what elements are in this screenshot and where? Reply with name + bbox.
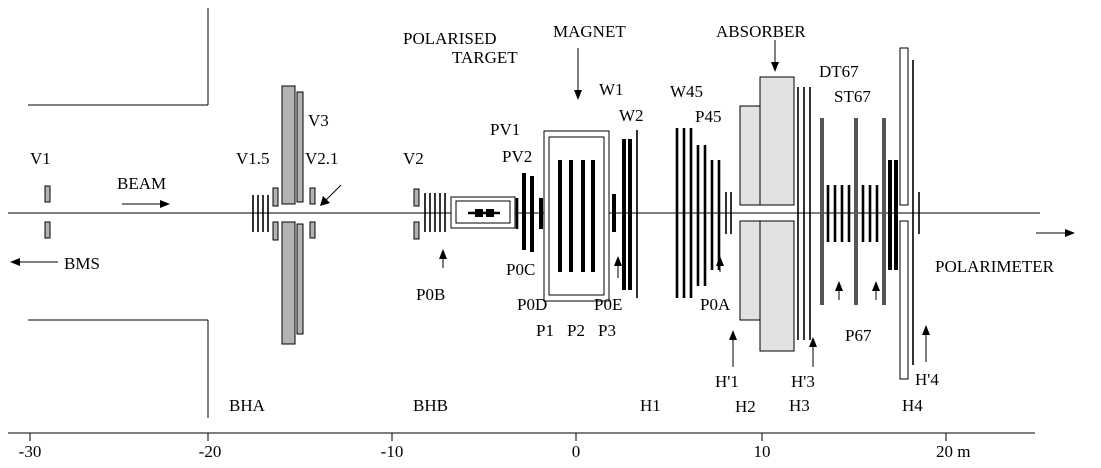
- axis-tick-label: -10: [381, 442, 404, 461]
- label-h1: H1: [640, 396, 661, 415]
- v3-plate-bottom: [296, 223, 304, 335]
- label-magnet: MAGNET: [553, 22, 626, 41]
- v3-iron-top: [281, 85, 296, 205]
- label-st67: ST67: [834, 87, 871, 106]
- label-v3: V3: [308, 111, 329, 130]
- scale-axis: -30 -20 -10 0 10 20 m: [8, 432, 1035, 461]
- magnet: [543, 130, 610, 302]
- label-bms: BMS: [64, 254, 100, 273]
- v3-plate-top: [296, 91, 304, 203]
- label-v2: V2: [403, 149, 424, 168]
- h3-hodoscopes: [797, 87, 811, 340]
- v21-counter-bottom: [309, 221, 316, 239]
- v1-counter-top: [44, 185, 51, 203]
- label-p0c: P0C: [506, 260, 535, 279]
- label-v1: V1: [30, 149, 51, 168]
- label-h4: H4: [902, 396, 923, 415]
- label-beam: BEAM: [117, 174, 166, 193]
- label-p0e: P0E: [594, 295, 622, 314]
- v1-counter-bottom: [44, 221, 51, 239]
- v15-hodoscopes: [252, 195, 269, 232]
- p0b-chambers: [424, 193, 446, 232]
- label-w1: W1: [599, 80, 624, 99]
- arrows: [10, 40, 1075, 367]
- label-p67: P67: [845, 326, 872, 345]
- label-w2: W2: [619, 106, 644, 125]
- label-p0b: P0B: [416, 285, 445, 304]
- label-p1: P1: [536, 321, 554, 340]
- v21-counter-top: [309, 187, 316, 205]
- polarised-target: [450, 196, 516, 229]
- label-polarimeter: POLARIMETER: [935, 257, 1055, 276]
- label-bhb: BHB: [413, 396, 448, 415]
- label-v15: V1.5: [236, 149, 270, 168]
- label-p2: P2: [567, 321, 585, 340]
- axis-tick-label: 10: [754, 442, 771, 461]
- v3-iron-bottom: [281, 221, 296, 345]
- v2-counter-bottom: [413, 221, 420, 240]
- label-p0a: P0A: [700, 295, 731, 314]
- label-h4-prime: H'4: [915, 370, 939, 389]
- v3-small-top: [272, 187, 279, 207]
- label-w45: W45: [670, 82, 703, 101]
- label-bha: BHA: [229, 396, 266, 415]
- h4-hodoscope: [899, 47, 920, 380]
- label-h3: H3: [789, 396, 810, 415]
- upstream-walls: [28, 8, 209, 418]
- v2-counter-top: [413, 188, 420, 207]
- label-absorber: ABSORBER: [716, 22, 806, 41]
- label-pv1: PV1: [490, 120, 520, 139]
- label-p0d: P0D: [517, 295, 547, 314]
- w1-w2-chambers: [612, 130, 638, 298]
- v3-small-bottom: [272, 221, 279, 241]
- label-pv2: PV2: [502, 147, 532, 166]
- label-target: TARGET: [452, 48, 518, 67]
- label-dt67: DT67: [819, 62, 859, 81]
- w45-chambers: [675, 128, 732, 298]
- label-p45: P45: [695, 107, 721, 126]
- axis-tick-label: -20: [199, 442, 222, 461]
- axis-tick-label: 0: [572, 442, 581, 461]
- axis-tick-label: -30: [19, 442, 42, 461]
- label-p3: P3: [598, 321, 616, 340]
- label-h3-prime: H'3: [791, 372, 815, 391]
- dt67-st67-chambers: [820, 118, 898, 305]
- label-v21: V2.1: [305, 149, 339, 168]
- axis-tick-label: 20 m: [936, 442, 970, 461]
- absorber: [739, 76, 795, 352]
- pv-chambers: [515, 173, 543, 252]
- label-h2: H2: [735, 397, 756, 416]
- label-h1-prime: H'1: [715, 372, 739, 391]
- label-polarised: POLARISED: [403, 29, 497, 48]
